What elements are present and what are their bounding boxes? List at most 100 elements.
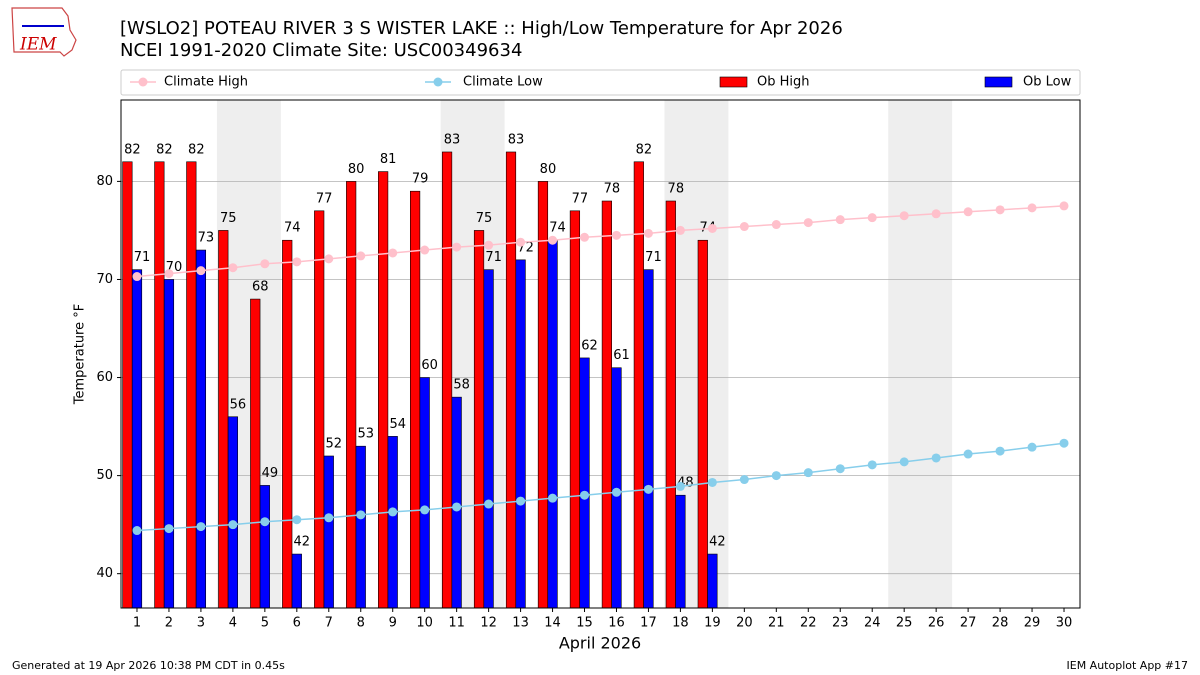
bar (409, 190, 421, 609)
point (196, 522, 206, 532)
data-label: 74 (549, 221, 566, 236)
bar (387, 436, 398, 609)
x-tick-label: 5 (261, 616, 269, 631)
point (1027, 203, 1037, 213)
weekend-shade (888, 100, 953, 608)
legend-marker (138, 77, 148, 87)
point (164, 269, 174, 279)
point (516, 237, 526, 247)
point (643, 228, 653, 238)
data-label: 78 (668, 182, 685, 197)
chart-subtitle: NCEI 1991-2020 Climate Site: USC00349634 (120, 40, 522, 61)
data-label: 53 (357, 427, 374, 442)
chart-title: [WSLO2] POTEAU RIVER 3 S WISTER LAKE :: … (120, 18, 843, 39)
point (420, 505, 430, 515)
bar (579, 357, 590, 609)
bar (259, 485, 270, 609)
bar (675, 494, 686, 609)
point (899, 211, 909, 221)
x-tick-label: 10 (416, 616, 433, 631)
point (132, 272, 142, 282)
data-label: 68 (252, 280, 269, 295)
bar (515, 259, 526, 609)
x-tick-label: 4 (229, 616, 237, 631)
bar (314, 210, 325, 609)
data-label: 58 (453, 378, 470, 393)
legend-label: Ob High (757, 75, 810, 90)
x-tick-label: 12 (480, 616, 497, 631)
legend-label: Climate Low (463, 75, 543, 90)
point (867, 213, 877, 223)
point (324, 254, 334, 264)
point (867, 460, 877, 470)
point (516, 496, 526, 506)
bar (601, 200, 612, 609)
bar (131, 269, 143, 609)
data-label: 56 (230, 397, 247, 412)
data-label: 77 (316, 191, 333, 206)
bar (378, 171, 389, 609)
data-label: 83 (444, 132, 461, 147)
point (452, 242, 462, 252)
point (803, 218, 813, 228)
point (356, 510, 366, 520)
logo-text: IEM (19, 35, 57, 55)
data-label: 75 (476, 211, 493, 226)
point (707, 477, 717, 487)
point (707, 223, 717, 233)
point (611, 487, 621, 497)
x-tick-label: 9 (389, 616, 397, 631)
x-tick-label: 17 (640, 616, 657, 631)
x-axis-title: April 2026 (559, 634, 641, 653)
y-axis-title: Temperature °F (73, 304, 88, 405)
point (356, 251, 366, 261)
point (995, 446, 1005, 456)
x-tick-label: 8 (357, 616, 365, 631)
bar (227, 416, 238, 609)
point (580, 232, 590, 242)
point (611, 230, 621, 240)
point (1059, 438, 1069, 448)
x-tick-label: 28 (992, 616, 1009, 631)
point (803, 468, 813, 478)
x-tick-label: 16 (608, 616, 625, 631)
point (931, 209, 941, 219)
x-tick-label: 25 (896, 616, 913, 631)
x-tick-label: 13 (512, 616, 529, 631)
bar (569, 210, 581, 609)
legend-marker (433, 77, 443, 87)
point (931, 453, 941, 463)
data-label: 79 (412, 172, 429, 187)
point (260, 259, 270, 269)
line (136, 442, 1065, 532)
point (835, 464, 845, 474)
bar (195, 249, 207, 609)
point (292, 257, 302, 267)
point (228, 520, 238, 530)
point (963, 207, 973, 217)
data-label: 42 (294, 535, 311, 550)
bar (441, 151, 453, 609)
x-tick-label: 6 (293, 616, 301, 631)
point (292, 515, 302, 525)
x-tick-label: 15 (576, 616, 593, 631)
point (324, 513, 334, 523)
data-label: 80 (540, 162, 557, 177)
point (643, 484, 653, 494)
logo: IEM (11, 7, 77, 57)
data-label: 71 (485, 250, 502, 265)
point (771, 220, 781, 230)
bar (218, 230, 229, 609)
point (995, 205, 1005, 215)
data-label: 77 (572, 191, 589, 206)
bar (250, 298, 261, 609)
x-tick-label: 26 (928, 616, 945, 631)
x-tick-label: 29 (1024, 616, 1041, 631)
point (771, 471, 781, 481)
y-tick-label: 60 (96, 370, 113, 385)
data-label: 75 (220, 211, 237, 226)
legend-label: Ob Low (1023, 75, 1072, 90)
bar (122, 161, 133, 609)
data-label: 52 (326, 436, 343, 451)
